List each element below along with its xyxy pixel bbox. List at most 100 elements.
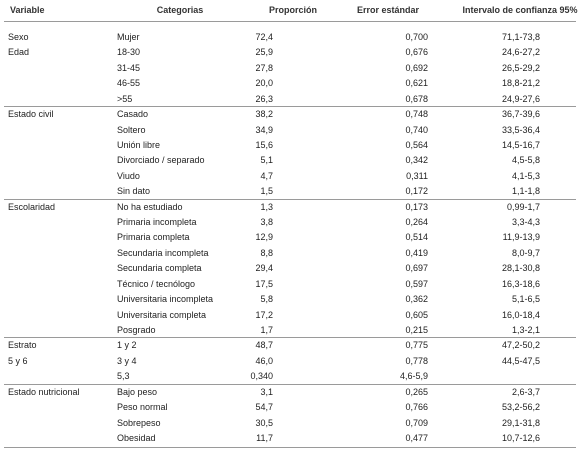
table-cell: 0,605 bbox=[405, 309, 428, 320]
table-cell: 5,3 bbox=[117, 371, 130, 382]
table-cell: 0,697 bbox=[405, 263, 428, 274]
table-cell: 0,766 bbox=[405, 402, 428, 413]
table-cell: 0,678 bbox=[405, 93, 428, 104]
table-cell: 3,3-4,3 bbox=[511, 217, 540, 228]
table-cell: 71,1-73,8 bbox=[501, 32, 540, 42]
table-cell: 47,2-50,2 bbox=[501, 340, 540, 351]
table-cell: 0,709 bbox=[405, 417, 428, 428]
table-cell: 44,5-47,5 bbox=[501, 355, 540, 366]
table-cell: Posgrado bbox=[117, 324, 156, 335]
table-cell: 12,9 bbox=[255, 232, 273, 243]
table-cell: 46,0 bbox=[255, 355, 273, 366]
variable-cell: Estado nutricional bbox=[8, 386, 80, 397]
bottom-rule bbox=[4, 447, 576, 448]
table-cell: 4,1-5,3 bbox=[511, 170, 540, 181]
variable-cell: Edad bbox=[8, 47, 30, 58]
table-cell: 0,692 bbox=[405, 62, 428, 73]
table-cell: 0,342 bbox=[405, 155, 428, 166]
table-cell: 5,8 bbox=[260, 294, 273, 305]
table-cell: 11,7 bbox=[256, 432, 273, 443]
table-cell: 1,5 bbox=[260, 186, 273, 197]
table-cell: 1,3 bbox=[260, 201, 273, 212]
table-cell: 3,1 bbox=[260, 386, 273, 397]
table-cell: 4,6-5,9 bbox=[399, 371, 428, 382]
table-cell: Obesidad bbox=[117, 432, 156, 443]
column-header: Categorias bbox=[156, 5, 204, 15]
table-cell: Técnico / tecnólogo bbox=[117, 278, 196, 289]
column-header: Variable bbox=[10, 5, 45, 15]
table-cell: 1,1-1,8 bbox=[511, 186, 540, 197]
table-cell: Sobrepeso bbox=[117, 417, 161, 428]
table-cell: Divorciado / separado bbox=[117, 155, 205, 166]
table-cell: 0,264 bbox=[405, 217, 428, 228]
table-cell: 46-55 bbox=[117, 78, 141, 89]
table-cell: 0,740 bbox=[405, 124, 428, 135]
table-cell: Unión libre bbox=[117, 139, 161, 150]
table-cell: 48,7 bbox=[255, 340, 273, 351]
table-cell: 20,0 bbox=[255, 78, 273, 89]
table-cell: 53,2-56,2 bbox=[501, 402, 540, 413]
table-cell: 10,7-12,6 bbox=[501, 432, 540, 443]
group-rule bbox=[4, 198, 576, 200]
group-rule bbox=[4, 106, 576, 108]
table-cell: 72,4 bbox=[255, 32, 273, 42]
table-cell: 31-45 bbox=[117, 62, 141, 73]
table-cell: 17,2 bbox=[255, 309, 273, 320]
table-cell: 34,9 bbox=[255, 124, 273, 135]
variable-cell: Estrato bbox=[8, 340, 37, 351]
table-cell: 36,7-39,6 bbox=[501, 109, 540, 120]
table-cell: 8,0-9,7 bbox=[511, 247, 540, 258]
table-cell: 24,6-27,2 bbox=[501, 47, 540, 58]
table-cell: 1,7 bbox=[260, 324, 273, 335]
table-cell: 0,564 bbox=[405, 139, 428, 150]
table-cell: 15,6 bbox=[255, 139, 273, 150]
table-cell: Mujer bbox=[117, 32, 140, 42]
table-cell: 54,7 bbox=[255, 402, 273, 413]
table-cell: 0,748 bbox=[405, 109, 428, 120]
table-cell: No ha estudiado bbox=[117, 201, 183, 212]
table-cell: 1,3-2,1 bbox=[511, 324, 540, 335]
table-cell: 5,1 bbox=[260, 155, 273, 166]
variable-cell: Sexo bbox=[8, 32, 29, 42]
table-cell: 16,3-18,6 bbox=[501, 278, 540, 289]
table-cell: 0,311 bbox=[406, 170, 428, 181]
table-cell: 0,265 bbox=[405, 386, 428, 397]
table-cell: 0,419 bbox=[405, 247, 428, 258]
column-header: Error estándar bbox=[356, 5, 420, 15]
table-cell: 0,621 bbox=[405, 78, 428, 89]
table-cell: 38,2 bbox=[255, 109, 273, 120]
table-cell: Bajo peso bbox=[117, 386, 158, 397]
table-cell: 4,5-5,8 bbox=[511, 155, 540, 166]
table-cell: 27,8 bbox=[255, 62, 273, 73]
table-cell: Primaria completa bbox=[117, 232, 190, 243]
table-cell: Secundaria incompleta bbox=[117, 247, 209, 258]
table-cell: 18,8-21,2 bbox=[501, 78, 540, 89]
table-cell: 25,9 bbox=[255, 47, 273, 58]
table-cell: 5,1-6,5 bbox=[511, 294, 540, 305]
variable-cell: Estado civil bbox=[8, 109, 54, 120]
table-cell: 2,6-3,7 bbox=[511, 386, 540, 397]
header-rule bbox=[4, 21, 576, 22]
table-cell: 0,477 bbox=[405, 432, 428, 443]
table-cell: 3,8 bbox=[260, 217, 273, 228]
table-cell: 11,9-13,9 bbox=[502, 232, 540, 243]
table-cell: Secundaria completa bbox=[117, 263, 202, 274]
column-header: Proporción bbox=[268, 5, 317, 15]
table-cell: 29,4 bbox=[255, 263, 273, 274]
variable-cell: 5 y 6 bbox=[8, 355, 28, 366]
table-cell: 29,1-31,8 bbox=[501, 417, 540, 428]
table-cell: 0,597 bbox=[405, 278, 428, 289]
table-cell: 18-30 bbox=[117, 47, 141, 58]
table-cell: 8,8 bbox=[260, 247, 273, 258]
table-cell: Universitaria completa bbox=[117, 309, 207, 320]
table-cell: 0,99-1,7 bbox=[506, 201, 540, 212]
table-cell: 26,5-29,2 bbox=[501, 62, 540, 73]
table-cell: Peso normal bbox=[117, 402, 168, 413]
table-cell: Universitaria incompleta bbox=[117, 294, 214, 305]
table-cell: 30,5 bbox=[255, 417, 273, 428]
table-cell: 16,0-18,4 bbox=[501, 309, 540, 320]
table-cell: 4,7 bbox=[260, 170, 273, 181]
table-cell: 0,676 bbox=[405, 47, 428, 58]
table-cell: 0,700 bbox=[405, 32, 428, 42]
